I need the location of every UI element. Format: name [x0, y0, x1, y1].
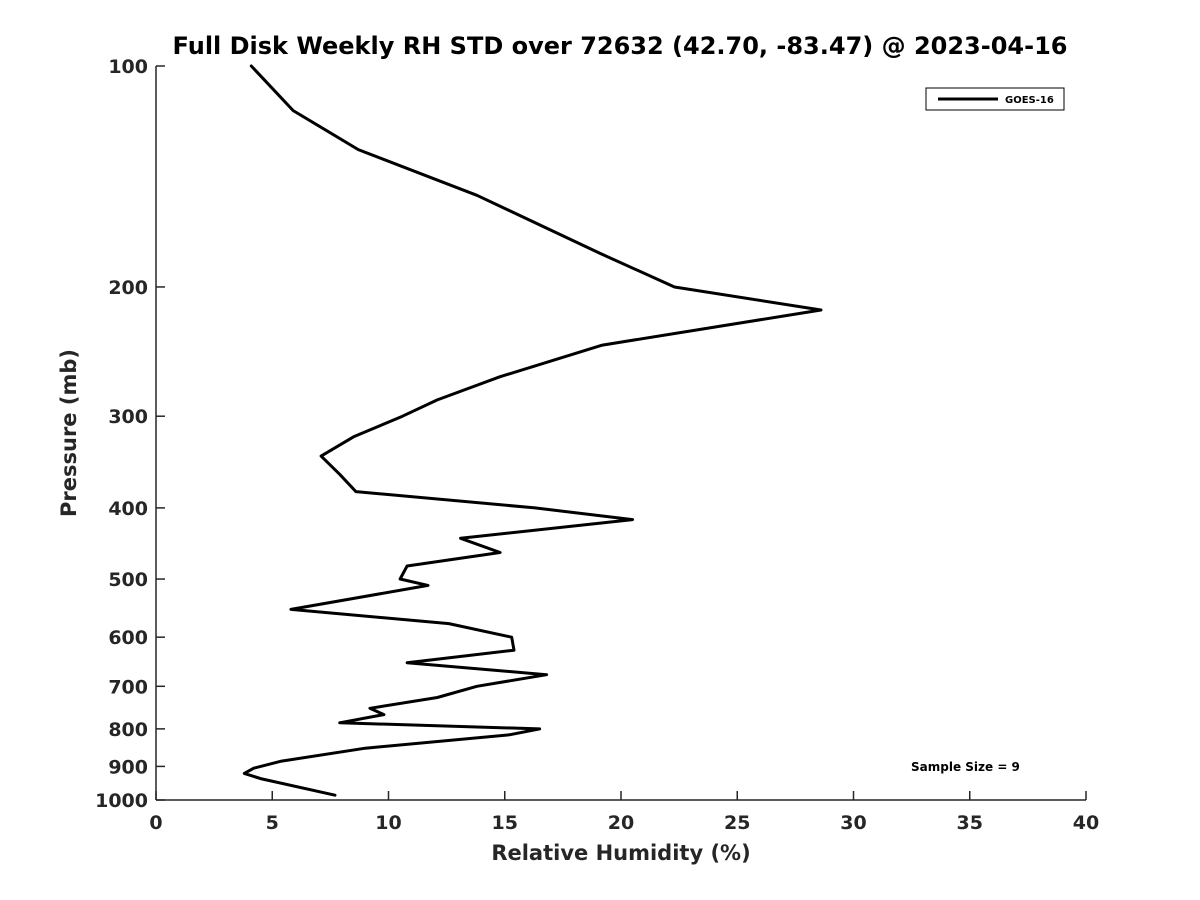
x-tick-label: 35: [957, 812, 983, 834]
x-ticks: 0 5 10 15 20 25 30 35 40: [149, 791, 1099, 834]
x-tick-label: 30: [840, 812, 866, 834]
y-tick-label: 1000: [95, 790, 148, 812]
y-tick-label: 900: [108, 756, 148, 778]
chart-title: Full Disk Weekly RH STD over 72632 (42.7…: [173, 32, 1068, 60]
y-ticks: 100 200 300 400 500 600 700 800 900 1000: [95, 56, 165, 812]
y-tick-label: 700: [108, 676, 148, 698]
y-tick-label: 100: [108, 56, 148, 78]
sample-size-annotation: Sample Size = 9: [911, 760, 1020, 774]
x-tick-label: 25: [724, 812, 750, 834]
y-tick-label: 300: [108, 406, 148, 428]
x-tick-label: 10: [375, 812, 401, 834]
legend: GOES-16: [925, 87, 1065, 111]
y-tick-label: 500: [108, 569, 148, 591]
y-tick-label: 600: [108, 627, 148, 649]
y-tick-label: 200: [108, 277, 148, 299]
x-axis-label: Relative Humidity (%): [491, 841, 750, 865]
series-line-goes-16: [242, 64, 823, 797]
y-tick-label: 800: [108, 719, 148, 741]
y-axis-label: Pressure (mb): [57, 349, 81, 517]
y-tick-label: 400: [108, 498, 148, 520]
legend-entry-label: GOES-16: [1005, 95, 1054, 106]
x-tick-label: 20: [608, 812, 634, 834]
x-tick-label: 0: [149, 812, 162, 834]
plot-area: [155, 66, 1086, 801]
x-tick-label: 5: [266, 812, 279, 834]
x-tick-label: 15: [492, 812, 518, 834]
x-tick-label: 40: [1073, 812, 1099, 834]
